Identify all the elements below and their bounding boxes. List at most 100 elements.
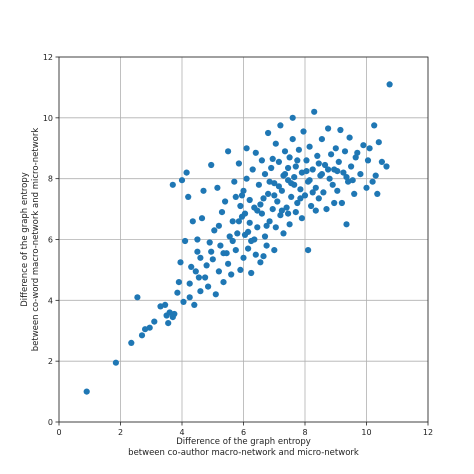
data-point	[231, 178, 238, 185]
data-point	[320, 189, 327, 196]
data-point	[162, 301, 169, 308]
x-axis-label-line1: Difference of the graph entropy	[176, 437, 311, 447]
data-point	[311, 108, 318, 115]
data-point	[197, 254, 204, 261]
data-point	[292, 163, 299, 170]
data-point	[185, 193, 192, 200]
x-tick-label: 2	[118, 428, 123, 437]
data-point	[288, 193, 295, 200]
data-point	[329, 181, 336, 188]
data-point	[297, 195, 304, 202]
data-point	[298, 215, 305, 222]
data-point	[372, 172, 379, 179]
data-point	[165, 320, 172, 327]
data-point	[128, 339, 135, 346]
data-point	[235, 218, 242, 225]
y-tick-label: 4	[48, 296, 53, 305]
data-point	[283, 204, 290, 211]
data-point	[286, 154, 293, 161]
data-point	[228, 271, 235, 278]
data-point	[248, 269, 255, 277]
data-point	[292, 209, 299, 216]
data-point	[83, 388, 90, 395]
data-point	[237, 266, 244, 273]
data-point	[286, 221, 293, 228]
data-point	[241, 210, 249, 217]
data-point	[146, 324, 153, 331]
y-tick-label: 6	[48, 236, 53, 245]
data-point	[278, 187, 285, 194]
data-point	[240, 254, 247, 261]
data-point	[234, 230, 241, 237]
data-point	[323, 206, 330, 213]
data-point	[352, 154, 359, 161]
x-tick-label: 6	[241, 428, 246, 437]
data-point	[261, 171, 269, 178]
data-point	[325, 166, 332, 173]
data-point	[321, 161, 329, 169]
data-point	[303, 157, 310, 164]
data-point	[343, 221, 350, 228]
data-point	[192, 268, 199, 275]
data-point	[300, 128, 307, 135]
data-point	[232, 247, 239, 254]
data-point	[285, 210, 292, 217]
data-point	[246, 196, 253, 204]
data-point	[263, 242, 270, 249]
data-point	[203, 262, 210, 269]
data-point	[331, 199, 338, 207]
data-point	[263, 222, 270, 229]
y-axis-label-line1: Difference of the graph entropy	[20, 172, 30, 307]
x-axis-label-line2: between co-author macro-network and micr…	[128, 448, 359, 458]
data-point	[248, 237, 255, 245]
data-point	[229, 237, 236, 245]
data-point	[364, 157, 372, 164]
data-point	[260, 253, 267, 260]
data-point	[315, 195, 322, 202]
data-point	[237, 202, 244, 210]
data-point	[261, 233, 269, 240]
data-point	[366, 145, 373, 152]
data-point	[205, 283, 212, 290]
data-point	[378, 158, 385, 165]
x-tick-label: 0	[56, 428, 61, 437]
data-point	[215, 222, 222, 229]
data-point	[277, 122, 284, 129]
data-point	[245, 245, 252, 252]
data-point	[280, 230, 287, 237]
data-point	[265, 190, 272, 197]
data-point	[188, 263, 195, 270]
data-point	[180, 298, 187, 305]
data-point	[357, 171, 364, 178]
data-point	[312, 207, 319, 214]
data-point	[338, 199, 345, 207]
data-point	[289, 114, 296, 121]
data-point	[138, 332, 146, 339]
data-point	[112, 359, 119, 366]
data-point	[194, 236, 201, 243]
y-tick-label: 12	[43, 53, 53, 62]
data-point	[254, 224, 261, 231]
data-point	[235, 160, 242, 167]
data-point	[337, 126, 344, 134]
y-axis: 0 2 4 6 8 10 12	[43, 53, 59, 427]
data-point	[318, 136, 325, 143]
data-point	[334, 168, 341, 175]
data-point	[348, 163, 355, 170]
data-point	[375, 139, 382, 146]
data-point	[314, 152, 321, 159]
data-point	[281, 148, 289, 155]
data-point	[258, 210, 265, 217]
data-point	[371, 122, 378, 129]
data-point	[275, 158, 282, 165]
y-tick-label: 8	[48, 175, 53, 184]
data-point	[306, 143, 313, 150]
y-tick-label: 2	[48, 357, 53, 366]
data-point	[285, 164, 292, 172]
data-point	[255, 181, 262, 188]
y-axis-label-line2: between co-word macro-network and micro-…	[31, 128, 41, 352]
data-point	[171, 310, 178, 318]
x-tick-label: 10	[361, 428, 371, 437]
data-point	[346, 134, 353, 141]
data-point	[271, 180, 278, 187]
